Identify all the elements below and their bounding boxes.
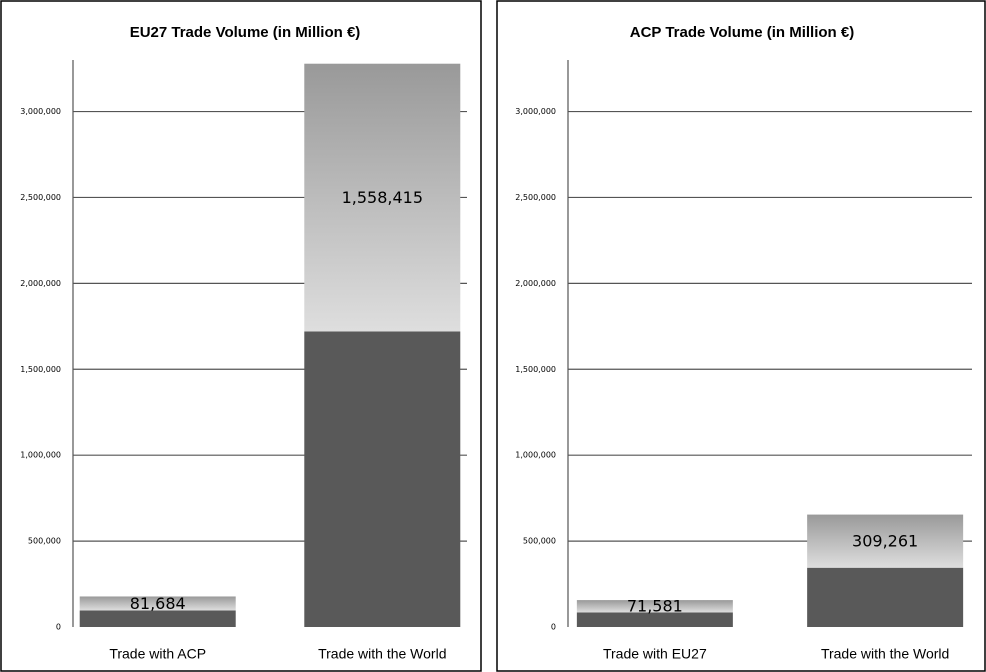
x-tick-label: Trade with EU27 [603,646,707,662]
y-tick-label: 0 [551,623,556,632]
chart-title: EU27 Trade Volume (in Million €) [130,24,361,41]
y-tick-label: 2,000,000 [515,279,556,288]
y-tick-label: 1,500,000 [515,365,556,374]
y-tick-label: 0 [56,623,61,632]
bar-segment [807,567,964,627]
y-tick-label: 1,000,000 [515,451,556,460]
chart-title: ACP Trade Volume (in Million €) [630,24,854,41]
x-tick-label: Trade with the World [821,646,949,662]
x-tick-label: Trade with ACP [109,646,206,662]
bar-segment [576,612,733,627]
value-label: 1,558,415 [342,188,423,207]
bar-segment [304,63,461,332]
y-tick-label: 1,500,000 [20,365,61,374]
chart: EU27 Trade Volume (in Million €) 0 500,000… [20,24,467,662]
y-tick-label: 2,500,000 [515,193,556,202]
value-label: 81,684 [130,594,186,613]
bar-segment [807,514,964,568]
value-label: 71,581 [627,597,683,616]
y-tick-label: 1,000,000 [20,451,61,460]
x-tick-label: Trade with the World [318,646,446,662]
bar-segment [79,596,236,611]
y-tick-label: 3,000,000 [515,107,556,116]
y-tick-label: 2,500,000 [20,193,61,202]
bar-segment [79,610,236,627]
y-tick-label: 2,000,000 [20,279,61,288]
value-label: 309,261 [852,532,918,551]
y-tick-label: 500,000 [523,537,556,546]
bar-segment [304,331,461,627]
y-tick-label: 3,000,000 [20,107,61,116]
y-tick-label: 500,000 [28,537,61,546]
bar-segment [576,600,733,613]
chart: ACP Trade Volume (in Million €) 0 500,000 1… [515,24,972,662]
